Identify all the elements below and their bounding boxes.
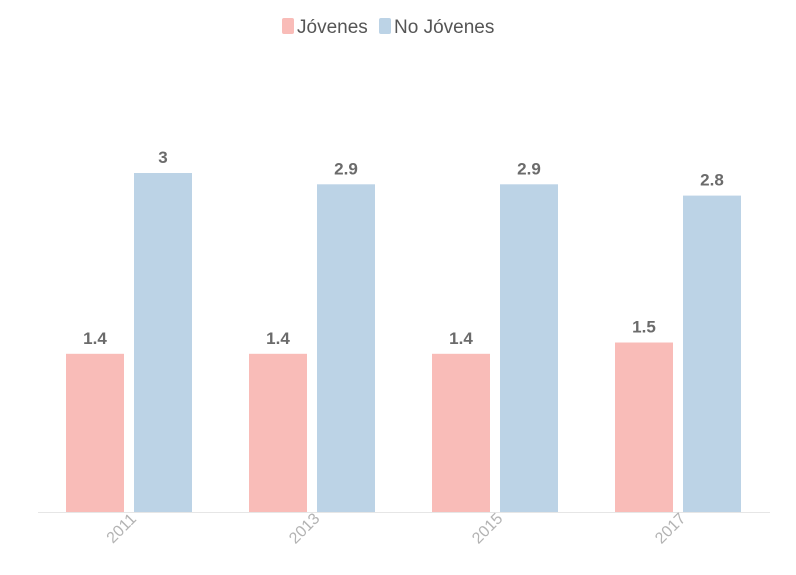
x-tick-label-2017: 2017 <box>652 510 689 547</box>
data-label-jovenes-2011: 1.4 <box>83 329 107 348</box>
legend-swatch-jovenes <box>282 18 294 34</box>
bar-jovenes-2011 <box>66 353 124 512</box>
bar-no-jovenes-2017 <box>683 195 741 512</box>
bar-no-jovenes-2015 <box>500 184 558 513</box>
data-label-jovenes-2017: 1.5 <box>632 318 656 337</box>
bar-jovenes-2015 <box>432 353 490 512</box>
legend-label-jovenes: Jóvenes <box>297 17 368 38</box>
x-tick-label-2013: 2013 <box>286 510 323 547</box>
x-tick-label-2015: 2015 <box>469 510 506 547</box>
data-labels: 1.4 3 1.4 2.9 1.4 2.9 1.5 2.8 <box>83 148 724 348</box>
data-label-no-jovenes-2011: 3 <box>158 148 167 167</box>
bar-jovenes-2013 <box>249 353 307 512</box>
bar-no-jovenes-2013 <box>317 184 375 513</box>
bar-jovenes-2017 <box>615 342 673 512</box>
data-label-jovenes-2015: 1.4 <box>449 329 473 348</box>
bars <box>66 173 741 513</box>
legend-label-no-jovenes: No Jóvenes <box>394 17 494 38</box>
data-label-jovenes-2013: 1.4 <box>266 329 290 348</box>
data-label-no-jovenes-2015: 2.9 <box>517 159 541 178</box>
x-axis-ticks: 2011 2013 2015 2017 <box>104 510 690 547</box>
legend-swatch-no-jovenes <box>379 18 391 34</box>
legend: Jóvenes No Jóvenes <box>282 17 494 38</box>
data-label-no-jovenes-2017: 2.8 <box>700 171 724 190</box>
data-label-no-jovenes-2013: 2.9 <box>334 159 358 178</box>
x-tick-label-2011: 2011 <box>104 511 140 547</box>
bar-no-jovenes-2011 <box>134 173 192 512</box>
